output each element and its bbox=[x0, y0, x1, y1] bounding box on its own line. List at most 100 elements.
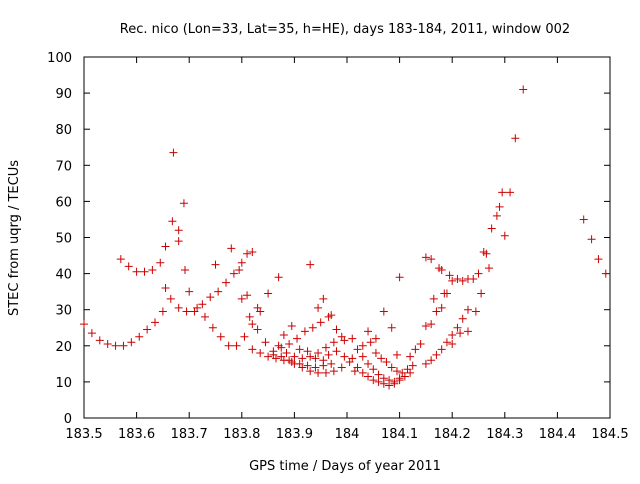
data-point bbox=[161, 242, 170, 251]
data-point bbox=[411, 345, 420, 354]
data-point bbox=[421, 321, 430, 330]
data-point bbox=[161, 284, 170, 293]
data-point bbox=[237, 294, 246, 303]
data-point bbox=[261, 338, 270, 347]
data-point bbox=[148, 265, 157, 274]
data-point bbox=[421, 253, 430, 262]
data-point bbox=[519, 85, 528, 94]
data-point bbox=[206, 293, 215, 302]
data-point bbox=[277, 343, 286, 352]
data-point bbox=[506, 188, 515, 197]
data-point bbox=[198, 300, 207, 309]
y-tick-label: 80 bbox=[55, 123, 72, 138]
data-point bbox=[387, 323, 396, 332]
y-tick-label: 0 bbox=[64, 412, 72, 427]
x-tick-label: 184.4 bbox=[539, 427, 576, 442]
x-tick-label: 183.6 bbox=[118, 427, 155, 442]
data-point bbox=[248, 345, 257, 354]
data-point bbox=[408, 361, 417, 370]
data-point bbox=[358, 341, 367, 350]
data-point bbox=[364, 327, 373, 336]
data-point bbox=[482, 249, 491, 258]
data-point bbox=[111, 341, 120, 350]
data-point bbox=[495, 202, 504, 211]
data-point bbox=[458, 314, 467, 323]
data-point bbox=[193, 303, 202, 312]
data-point bbox=[216, 332, 225, 341]
data-point bbox=[485, 264, 494, 273]
data-point bbox=[174, 226, 183, 235]
data-point bbox=[340, 352, 349, 361]
data-point bbox=[319, 356, 328, 365]
data-point bbox=[306, 260, 315, 269]
y-tick-label: 100 bbox=[47, 51, 72, 66]
x-tick-label: 184.1 bbox=[381, 427, 418, 442]
data-point bbox=[379, 379, 388, 388]
data-point bbox=[245, 312, 254, 321]
data-point bbox=[211, 260, 220, 269]
data-point bbox=[327, 311, 336, 320]
data-point bbox=[274, 273, 283, 282]
data-point bbox=[379, 307, 388, 316]
data-point bbox=[432, 307, 441, 316]
data-point bbox=[227, 244, 236, 253]
data-point bbox=[353, 345, 362, 354]
data-point bbox=[214, 287, 223, 296]
data-point bbox=[445, 271, 454, 280]
data-point bbox=[498, 188, 507, 197]
data-point bbox=[169, 148, 178, 157]
data-point bbox=[398, 368, 407, 377]
data-point bbox=[87, 329, 96, 338]
data-point bbox=[290, 352, 299, 361]
data-point bbox=[500, 231, 509, 240]
data-point bbox=[264, 289, 273, 298]
data-point bbox=[240, 332, 249, 341]
data-point bbox=[358, 352, 367, 361]
data-point bbox=[448, 276, 457, 285]
data-point bbox=[369, 365, 378, 374]
data-point bbox=[395, 374, 404, 383]
data-point bbox=[200, 312, 209, 321]
x-tick-label: 183.8 bbox=[223, 427, 260, 442]
data-point bbox=[182, 307, 191, 316]
data-point bbox=[366, 338, 375, 347]
data-point bbox=[395, 273, 404, 282]
data-point bbox=[429, 294, 438, 303]
x-tick-label: 183.5 bbox=[65, 427, 102, 442]
x-tick-label: 184 bbox=[335, 427, 360, 442]
data-point bbox=[440, 289, 449, 298]
data-point bbox=[311, 354, 320, 363]
data-point bbox=[406, 352, 415, 361]
data-point bbox=[437, 303, 446, 312]
data-point bbox=[119, 341, 128, 350]
data-point bbox=[487, 224, 496, 233]
data-point bbox=[403, 365, 412, 374]
data-point bbox=[371, 334, 380, 343]
data-point bbox=[432, 350, 441, 359]
data-point bbox=[316, 318, 325, 327]
data-point bbox=[453, 275, 462, 284]
y-tick-label: 20 bbox=[55, 340, 72, 355]
data-point bbox=[279, 330, 288, 339]
data-point bbox=[427, 255, 436, 264]
data-point bbox=[279, 356, 288, 365]
data-point bbox=[364, 372, 373, 381]
data-point bbox=[140, 267, 149, 276]
data-point bbox=[477, 289, 486, 298]
data-point bbox=[374, 377, 383, 386]
data-point bbox=[127, 338, 136, 347]
data-point bbox=[248, 320, 257, 329]
data-point bbox=[300, 327, 309, 336]
x-tick-label: 183.9 bbox=[276, 427, 313, 442]
data-point bbox=[295, 345, 304, 354]
data-point bbox=[95, 336, 104, 345]
data-point bbox=[293, 334, 302, 343]
data-point bbox=[453, 323, 462, 332]
data-point bbox=[369, 376, 378, 385]
x-axis-label: GPS time / Days of year 2011 bbox=[249, 459, 441, 474]
data-point bbox=[437, 265, 446, 274]
data-point bbox=[329, 367, 338, 376]
data-point bbox=[208, 323, 217, 332]
